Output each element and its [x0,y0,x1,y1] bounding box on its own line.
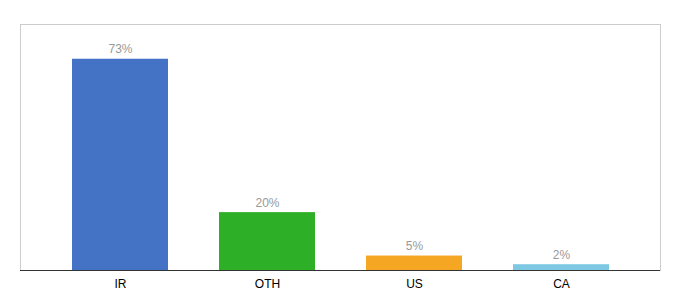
svg-text:20%: 20% [255,196,279,210]
svg-text:CA: CA [553,277,570,291]
svg-text:2%: 2% [553,248,571,262]
svg-text:IR: IR [115,277,127,291]
svg-text:OTH: OTH [255,277,280,291]
svg-text:73%: 73% [108,42,132,56]
svg-text:US: US [406,277,423,291]
svg-text:5%: 5% [406,239,424,253]
